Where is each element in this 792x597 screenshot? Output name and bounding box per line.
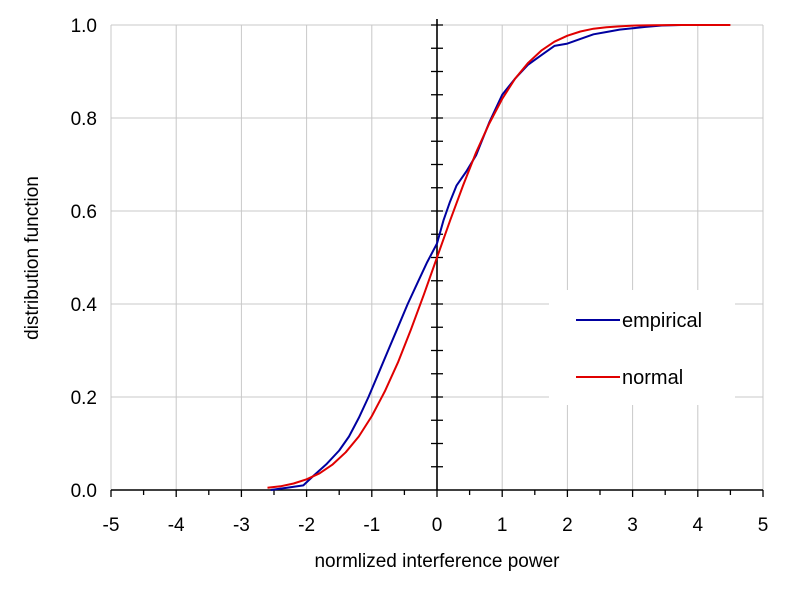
legend: empirical normal [549, 290, 735, 405]
x-tick-label: -1 [363, 515, 380, 536]
y-tick-label: 0.8 [71, 109, 97, 130]
legend-label-empirical: empirical [622, 310, 702, 332]
x-tick-label: 3 [627, 515, 638, 536]
x-axis-title: normlized interference power [314, 551, 560, 572]
y-axis-title: distribution function [22, 176, 43, 340]
series-group [267, 24, 731, 491]
y-tick-label: 0.2 [71, 388, 97, 409]
x-tick-labels: -5 -4 -3 -2 -1 0 1 2 3 4 5 [103, 515, 769, 536]
x-tick-label: 1 [497, 515, 508, 536]
x-tick-label: 0 [432, 515, 443, 536]
x-tick-label: 2 [562, 515, 573, 536]
series-line-normal [267, 24, 731, 489]
x-tick-label: -2 [298, 515, 315, 536]
x-tick-label: -3 [233, 515, 250, 536]
y-tick-label: 0.6 [71, 202, 97, 223]
y-tick-labels: 0.0 0.2 0.4 0.6 0.8 1.0 [71, 16, 98, 502]
y-tick-label: 0.4 [71, 295, 98, 316]
legend-label-normal: normal [622, 367, 683, 389]
series-line-empirical [270, 24, 682, 491]
x-tick-label: 5 [758, 515, 769, 536]
y-tick-label: 0.0 [71, 481, 97, 502]
x-tick-label: 4 [693, 515, 704, 536]
y-tick-label: 1.0 [71, 16, 97, 37]
x-tick-label: -5 [103, 515, 120, 536]
x-tick-label: -4 [168, 515, 185, 536]
legend-box [549, 290, 735, 405]
